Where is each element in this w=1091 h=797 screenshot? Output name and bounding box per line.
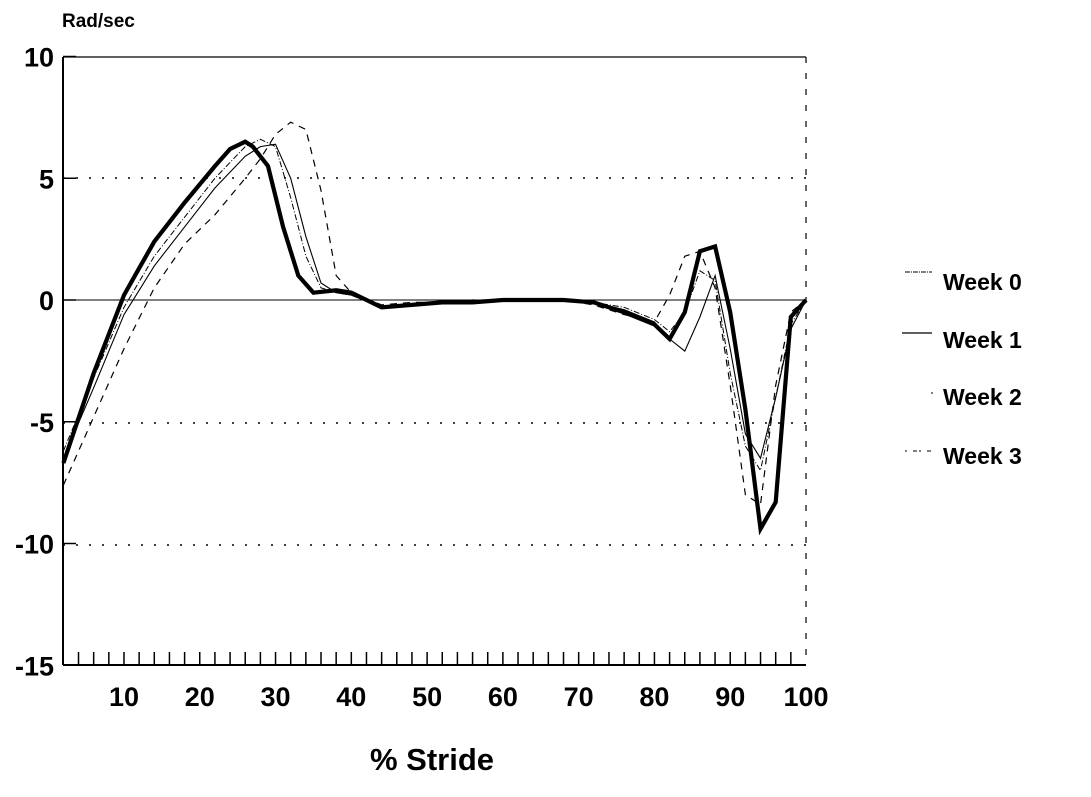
x-tick-label: 80 [639,682,669,712]
x-tick-label: 70 [564,682,594,712]
legend-label: Week 2 [943,384,1022,410]
legend-item-week-1: Week 1 [902,327,1022,353]
x-tick-label: 30 [261,682,291,712]
y-tick-label: -15 [15,651,54,681]
legend-label: Week 0 [943,269,1022,295]
plot-frame [62,56,807,666]
series-week-2 [61,139,808,536]
x-tick-label: 90 [715,682,745,712]
legend: Week 0 Week 1 Week 2 Week 3 [902,269,1022,469]
legend-item-week-0: Week 0 [905,269,1022,295]
series-week-0 [62,138,807,472]
x-tick-label: 50 [412,682,442,712]
series-layer [61,121,808,536]
y-axis-ticks: 10 5 0 -5 -10 -15 [15,43,76,681]
x-tick-label: 20 [185,682,215,712]
y-tick-label: -10 [15,530,54,560]
x-axis-title: % Stride [370,742,494,777]
y-tick-label: 5 [39,164,54,194]
gridlines [63,177,806,546]
legend-item-week-2: Week 2 [931,384,1022,410]
legend-label: Week 1 [943,327,1022,353]
x-tick-label: 40 [336,682,366,712]
series-week-3 [62,121,807,506]
x-tick-label: 100 [783,682,828,712]
legend-item-week-3: Week 3 [905,443,1022,469]
x-tick-label: 10 [109,682,139,712]
y-tick-label: -5 [30,408,54,438]
x-tick-label: 60 [488,682,518,712]
legend-label: Week 3 [943,443,1022,469]
y-tick-label: 0 [39,286,54,316]
y-axis-title: Rad/sec [62,11,135,32]
y-tick-label: 10 [24,43,54,73]
x-axis-ticks: 10 20 30 40 50 60 70 80 90 100 [77,652,829,712]
